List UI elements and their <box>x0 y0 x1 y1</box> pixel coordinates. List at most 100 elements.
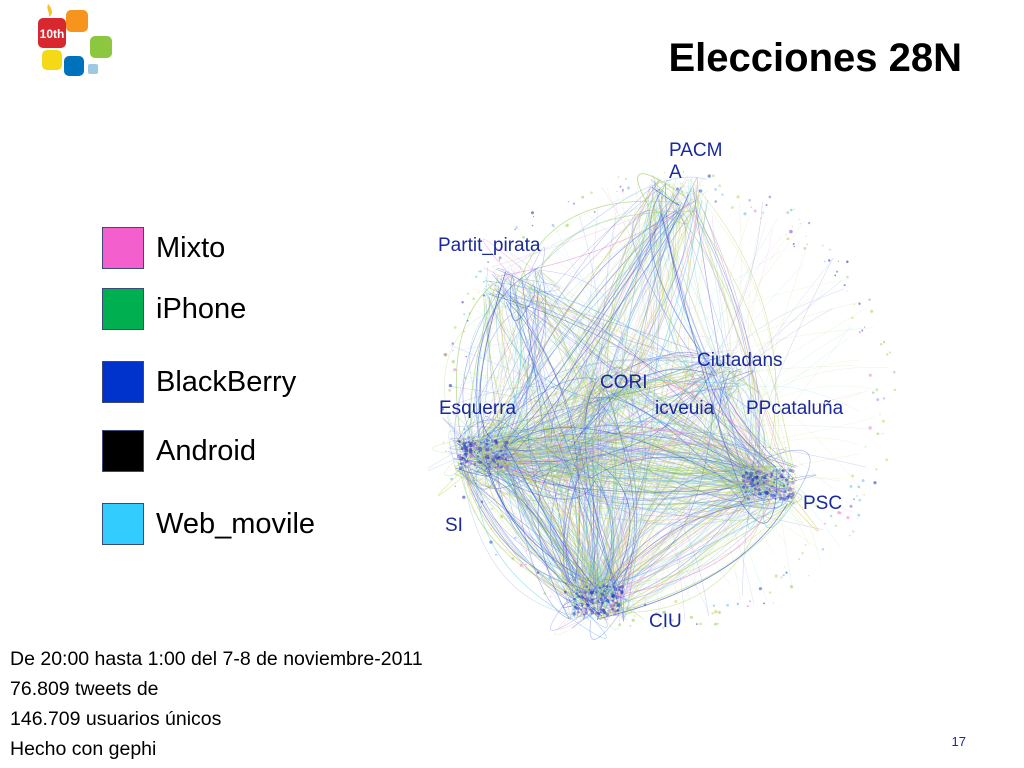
graph-edge <box>546 448 770 508</box>
graph-hub-node <box>605 596 608 598</box>
graph-node <box>463 431 467 434</box>
graph-hub-node <box>501 457 504 460</box>
graph-edge <box>583 390 793 469</box>
graph-node <box>792 243 795 245</box>
graph-edge <box>552 177 705 442</box>
graph-hub-node <box>775 490 778 493</box>
graph-node <box>480 500 484 503</box>
graph-hub-node <box>588 593 590 595</box>
graph-edge <box>460 473 587 583</box>
graph-edge <box>559 211 688 457</box>
graph-node <box>682 171 685 173</box>
graph-edge <box>470 432 572 476</box>
graph-hub-node <box>583 597 586 600</box>
graph-edge <box>448 430 466 472</box>
graph-hub-node <box>573 597 576 601</box>
graph-edge-peripheral <box>712 216 769 486</box>
graph-node <box>853 303 855 306</box>
graph-node <box>448 383 453 388</box>
graph-hub-node <box>782 493 786 497</box>
graph-edge <box>623 388 716 582</box>
graph-edge <box>584 379 619 596</box>
graph-node <box>762 211 764 214</box>
graph-node <box>711 611 714 615</box>
graph-edge <box>456 470 779 509</box>
graph-hub-node <box>479 441 482 444</box>
graph-hub-node <box>779 497 783 501</box>
graph-node <box>714 610 718 614</box>
graph-node <box>834 274 837 277</box>
graph-hub-node <box>613 587 618 592</box>
graph-edge-peripheral <box>482 416 877 457</box>
graph-edge <box>496 201 691 437</box>
graph-edge <box>686 184 779 466</box>
node-label-esquerra: Esquerra <box>439 398 517 419</box>
graph-edge-peripheral <box>569 482 769 563</box>
graph-edge-peripheral <box>749 288 828 486</box>
graph-hub-node <box>756 482 760 485</box>
graph-node <box>441 408 445 411</box>
graph-hub-node <box>588 588 591 591</box>
graph-edge <box>487 180 660 474</box>
legend-item-android: Android <box>102 429 256 473</box>
graph-node <box>450 477 453 481</box>
graph-edge <box>762 476 796 529</box>
graph-hub-node <box>578 591 581 594</box>
graph-hub-node <box>478 460 483 465</box>
graph-hub-node <box>764 490 768 495</box>
graph-hub-node <box>773 488 777 492</box>
graph-node <box>453 325 457 329</box>
graph-node <box>803 247 807 250</box>
graph-node <box>834 524 837 527</box>
graph-edge-peripheral <box>502 257 769 486</box>
graph-node <box>788 229 793 234</box>
graph-node <box>489 540 493 544</box>
graph-edge <box>480 461 567 502</box>
graph-edge <box>582 435 742 492</box>
graph-hub-node <box>497 464 500 467</box>
graph-edge <box>611 392 785 494</box>
graph-node <box>668 183 671 186</box>
graph-node <box>805 235 807 237</box>
graph-node <box>496 551 498 553</box>
graph-hub-node <box>764 474 767 478</box>
graph-edge <box>571 452 748 472</box>
node-label-pacma-line2: A <box>669 161 682 183</box>
graph-edge-peripheral <box>597 180 655 601</box>
graph-edge <box>528 266 611 380</box>
legend-label-web-movile: Web_movile <box>156 507 316 540</box>
graph-edge-peripheral <box>597 177 666 601</box>
graph-hub-node <box>476 452 479 455</box>
graph-hub-node <box>576 607 580 611</box>
graph-node <box>473 482 476 485</box>
graph-edge <box>689 178 787 496</box>
graph-edge <box>661 195 754 478</box>
graph-edge <box>454 468 776 521</box>
graph-edge <box>581 371 605 389</box>
graph-edge <box>484 457 772 504</box>
graph-edge <box>503 269 570 466</box>
graph-edge <box>499 281 796 493</box>
graph-edge-peripheral <box>482 469 769 536</box>
graph-edge-peripheral <box>597 187 647 601</box>
graph-hub-node <box>771 474 773 477</box>
graph-edge <box>459 444 492 481</box>
graph-node <box>548 576 552 580</box>
graph-edge <box>505 464 751 493</box>
graph-edge <box>502 459 618 613</box>
graph-edge <box>594 349 735 366</box>
legend-swatch-blackberry <box>102 361 144 403</box>
legend-item-mixto: Mixto <box>102 226 225 270</box>
graph-edge <box>637 173 685 207</box>
graph-hub-node <box>789 496 793 499</box>
graph-edge <box>516 176 707 289</box>
graph-edge <box>589 472 742 599</box>
graph-edge <box>550 585 585 631</box>
graph-hub-node <box>759 493 762 495</box>
graph-edge <box>493 464 628 595</box>
graph-node <box>573 579 576 581</box>
graph-hub-node <box>585 604 587 607</box>
graph-edge <box>686 186 734 382</box>
graph-edge <box>607 593 645 620</box>
graph-edge-peripheral <box>482 454 609 584</box>
